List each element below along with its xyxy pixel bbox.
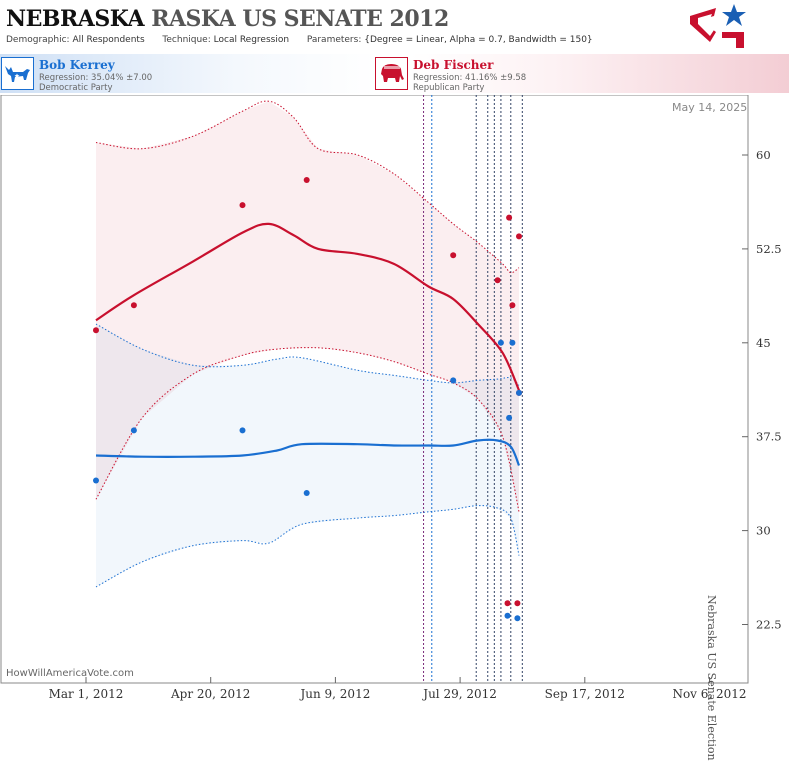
watermark: HowWillAmericaVote.com	[6, 668, 134, 679]
y-tick-label: 60	[756, 148, 771, 162]
dem-poll-point	[239, 427, 246, 434]
dem-regression-line	[95, 438, 521, 466]
rep-name: Deb Fischer	[413, 58, 494, 72]
regression-chart: Mar 1, 2012 Apr 20, 2012 Jun 9, 2012 Jul 29…	[0, 95, 782, 701]
dem-poll-point	[93, 477, 99, 484]
rep-band-upper	[95, 100, 520, 274]
rep-poll-point	[494, 277, 501, 284]
rep-poll-point	[506, 214, 513, 221]
dem-poll-point	[509, 339, 516, 346]
title-state: NEBRASKA	[6, 6, 145, 32]
legend-rep: Deb Fischer Regression: 41.16% ±9.58 Rep…	[375, 57, 675, 93]
as-of-date: May 14, 2025	[672, 101, 748, 114]
page-title: NEBRASKA RASKA US SENATE 2012	[6, 6, 449, 32]
chart-parameters: Demographic: All Respondents Technique: …	[6, 35, 593, 45]
title-rest: RASKA US SENATE 2012	[151, 6, 449, 32]
dem-poll-point	[516, 389, 522, 396]
parameters-label: Parameters:	[306, 35, 362, 45]
dem-poll-point	[130, 427, 137, 434]
plot-area	[0, 95, 749, 684]
rep-band-lower	[95, 347, 520, 512]
rep-poll-point	[509, 302, 516, 309]
dem-party: Democratic Party	[39, 83, 113, 93]
donkey-icon	[1, 57, 34, 90]
rep-poll-point	[239, 202, 246, 209]
x-tick-label: Jun 9, 2012	[298, 687, 370, 701]
y-tick-label: 52.5	[756, 242, 782, 256]
demographic-label: Demographic:	[6, 35, 70, 45]
y-tick-label: 22.5	[756, 618, 782, 632]
demographic-value: All Respondents	[72, 35, 145, 45]
elephant-icon	[375, 57, 408, 90]
technique-value: Local Regression	[213, 35, 290, 45]
x-tick-label: Sep 17, 2012	[545, 687, 625, 701]
rep-confidence-band	[96, 101, 519, 512]
technique-label: Technique:	[162, 35, 211, 45]
dem-poll-point	[497, 339, 504, 346]
x-tick-label: Apr 20, 2012	[170, 687, 250, 701]
rep-poll-point	[130, 302, 137, 309]
dem-name: Bob Kerrey	[39, 58, 115, 72]
x-tick-label: Mar 1, 2012	[49, 687, 124, 701]
rep-poll-point	[303, 177, 310, 183]
dem-poll-point	[514, 615, 521, 622]
dem-poll-point	[504, 612, 511, 619]
y-tick-label: 30	[756, 524, 771, 538]
rep-poll-point	[516, 233, 522, 240]
parameters-value: {Degree = Linear, Alpha = 0.7, Bandwidth…	[364, 35, 593, 45]
header: NEBRASKA RASKA US SENATE 2012 Demographi…	[0, 0, 789, 50]
y-tick-label: 37.5	[756, 430, 782, 444]
y-tick-label: 45	[756, 336, 771, 350]
rep-poll-point	[514, 600, 521, 607]
dem-regression: Regression: 35.04% ±7.00	[39, 73, 153, 83]
rep-regression-line	[95, 222, 521, 391]
rep-party: Republican Party	[413, 83, 485, 93]
x-tick-label: Jul 29, 2012	[421, 687, 497, 701]
site-logo	[690, 4, 746, 48]
rep-regression: Regression: 41.16% ±9.58	[413, 73, 527, 83]
rep-poll-point	[450, 252, 457, 259]
rep-poll-point	[93, 327, 99, 334]
x-tick-label: Nov 6, 2012	[672, 687, 746, 701]
rep-poll-point	[504, 600, 511, 607]
dem-poll-point	[450, 377, 457, 384]
event-label: Nebraska US Senate Election	[705, 595, 718, 761]
candidate-legend: Bob Kerrey Regression: 35.04% ±7.00 Demo…	[0, 54, 789, 93]
dem-poll-point	[506, 414, 513, 421]
dem-poll-point	[303, 490, 310, 496]
dem-confidence-band	[96, 324, 519, 587]
legend-dem: Bob Kerrey Regression: 35.04% ±7.00 Demo…	[1, 57, 301, 93]
